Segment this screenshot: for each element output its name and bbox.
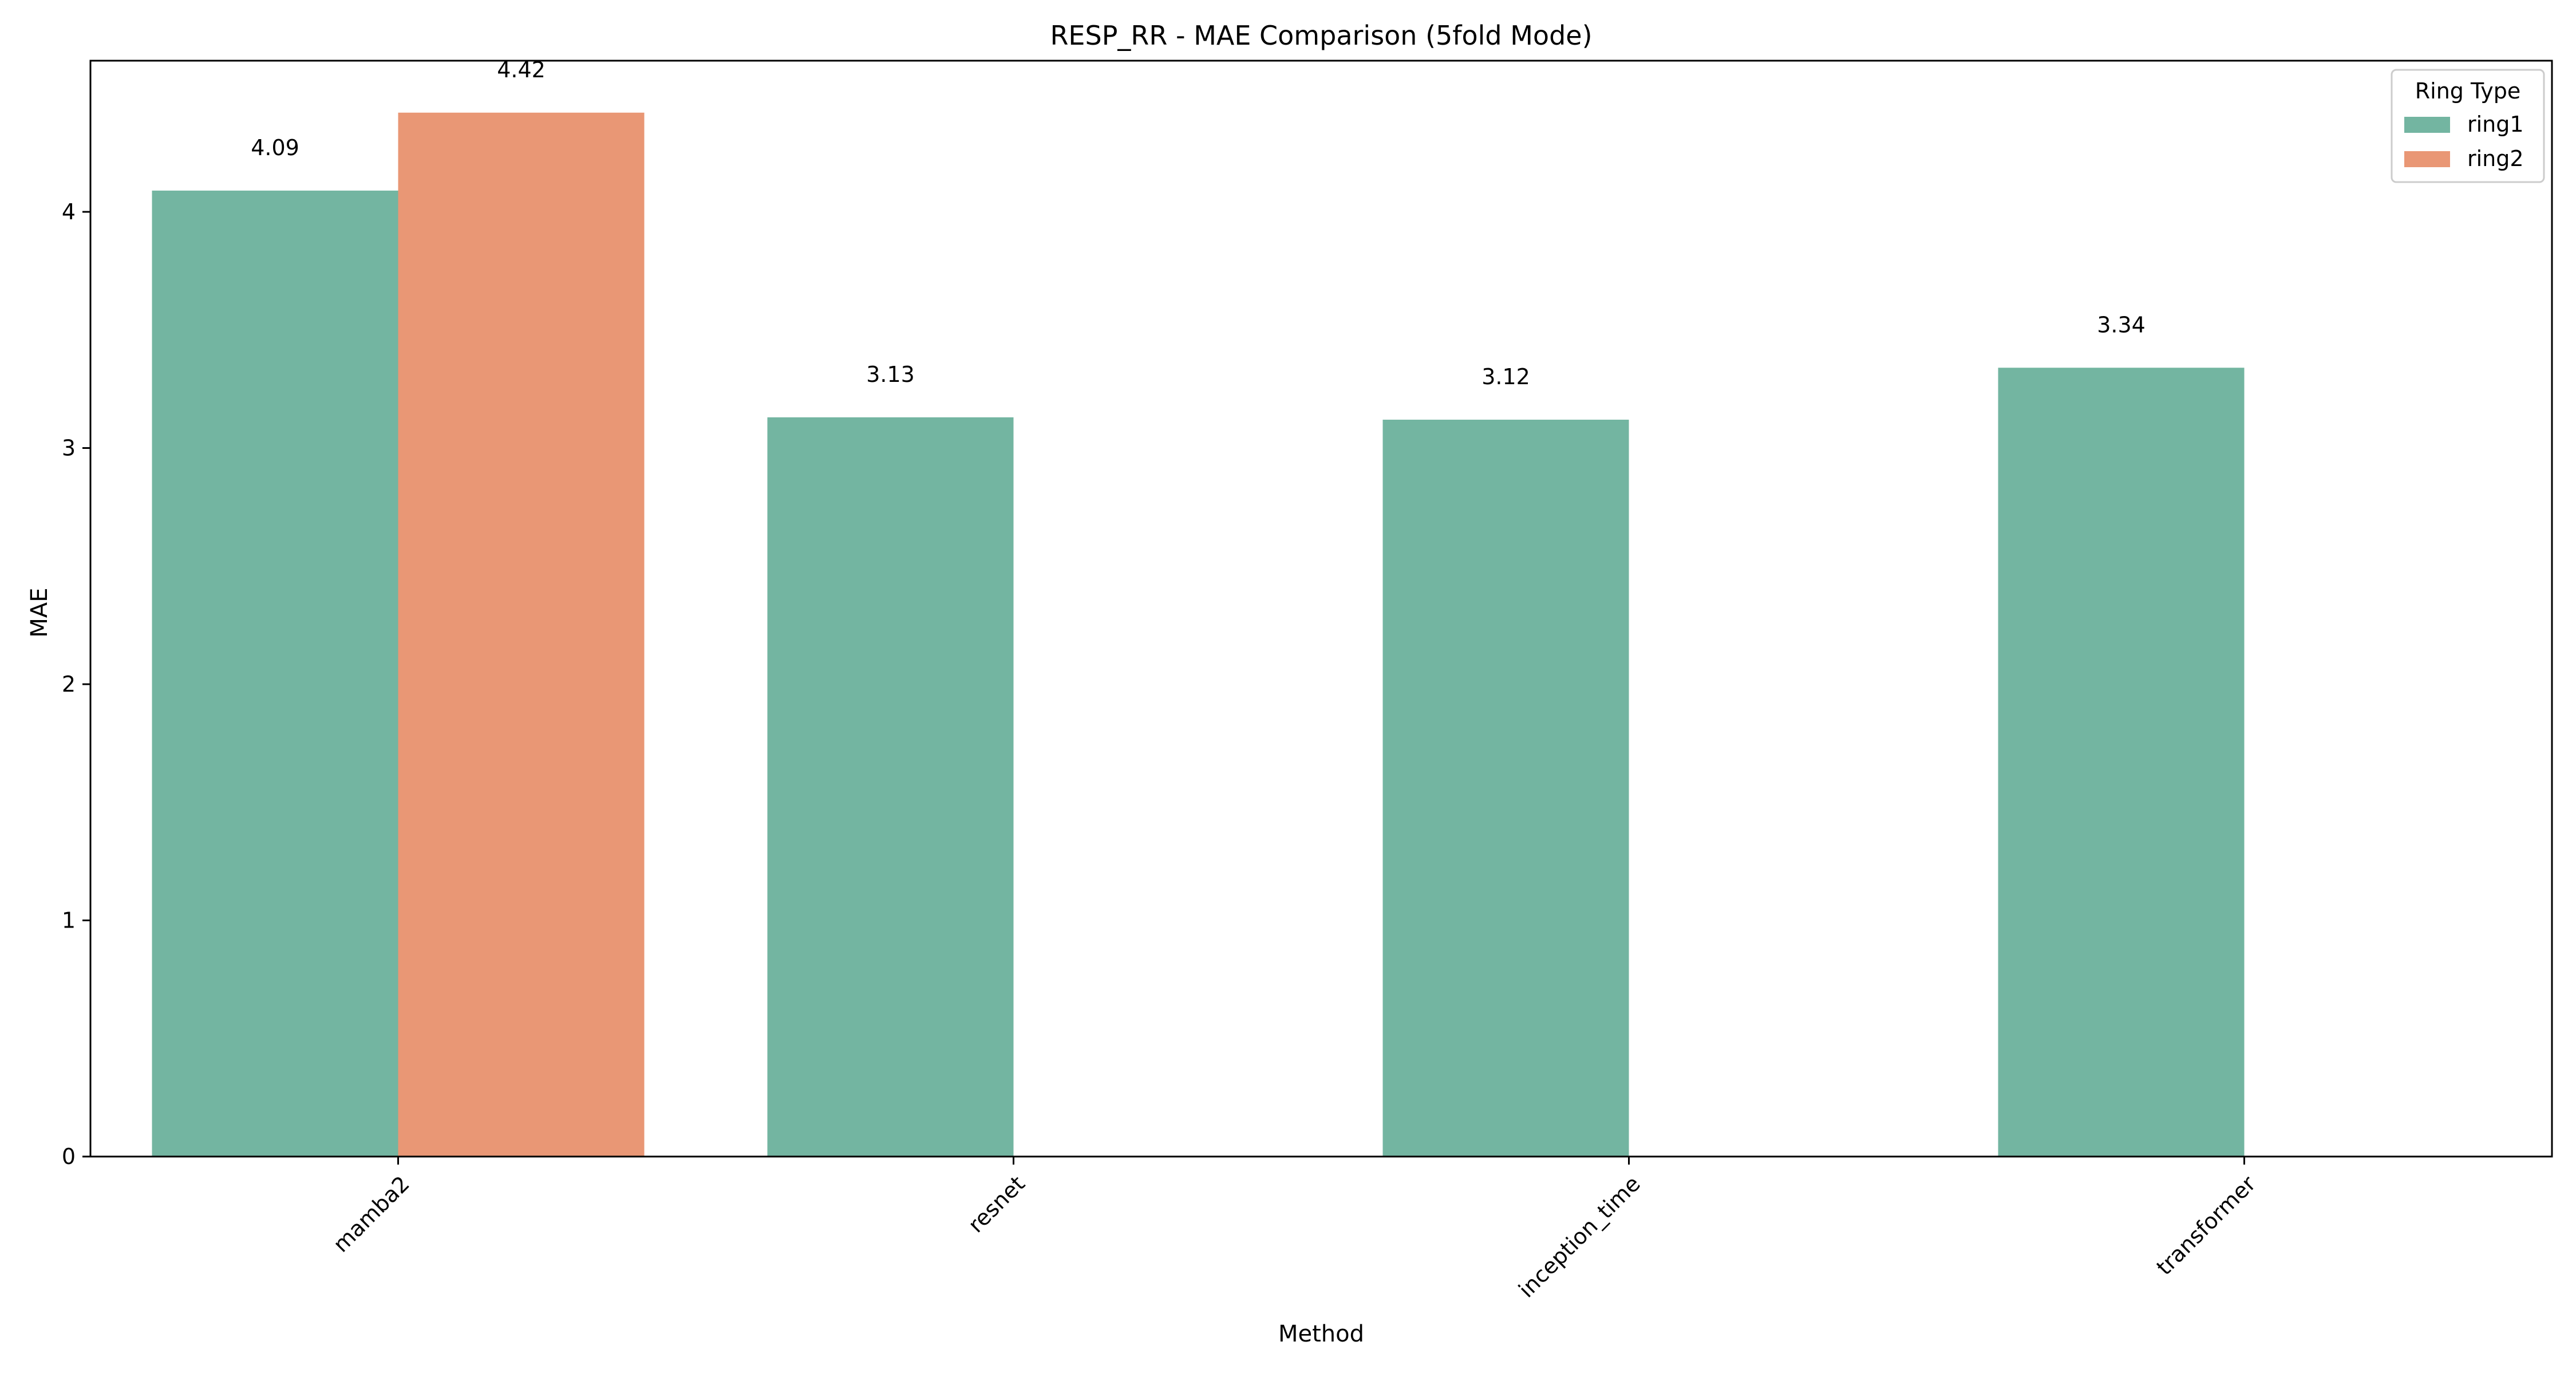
y-tick-label-1: 1 (62, 908, 76, 933)
bar-ring1-transformer (1998, 368, 2245, 1157)
y-axis-label: MAE (26, 587, 53, 637)
bar-ring2-mamba2 (398, 112, 645, 1157)
legend-swatch-ring2 (2404, 151, 2450, 167)
y-tick-label-4: 4 (62, 199, 76, 224)
legend-label-ring2: ring2 (2467, 146, 2524, 171)
data-label-ring1-resnet: 3.13 (866, 362, 915, 387)
x-axis-label: Method (1278, 1321, 1364, 1347)
bar-ring1-inception_time (1382, 420, 1629, 1157)
y-tick-label-0: 0 (62, 1144, 76, 1169)
data-label-ring1-transformer: 3.34 (2097, 312, 2146, 337)
bar-ring1-mamba2 (152, 190, 398, 1157)
legend-swatch-ring1 (2404, 117, 2450, 133)
y-tick-label-2: 2 (62, 672, 76, 697)
bar-ring1-resnet (767, 417, 1014, 1157)
data-label-ring1-mamba2: 4.09 (251, 135, 299, 160)
legend-title: Ring Type (2415, 78, 2521, 104)
bars-layer (152, 112, 2245, 1157)
data-label-ring1-inception_time: 3.12 (1481, 364, 1530, 389)
chart-title: RESP_RR - MAE Comparison (5fold Mode) (1050, 20, 1592, 51)
y-tick-label-3: 3 (62, 436, 76, 461)
legend: Ring Type ring1 ring2 (2391, 69, 2545, 183)
plot-frame (89, 60, 2553, 1158)
data-labels-layer: 4.094.423.13 3.123.34 (251, 57, 2146, 389)
legend-label-ring1: ring1 (2467, 112, 2524, 137)
